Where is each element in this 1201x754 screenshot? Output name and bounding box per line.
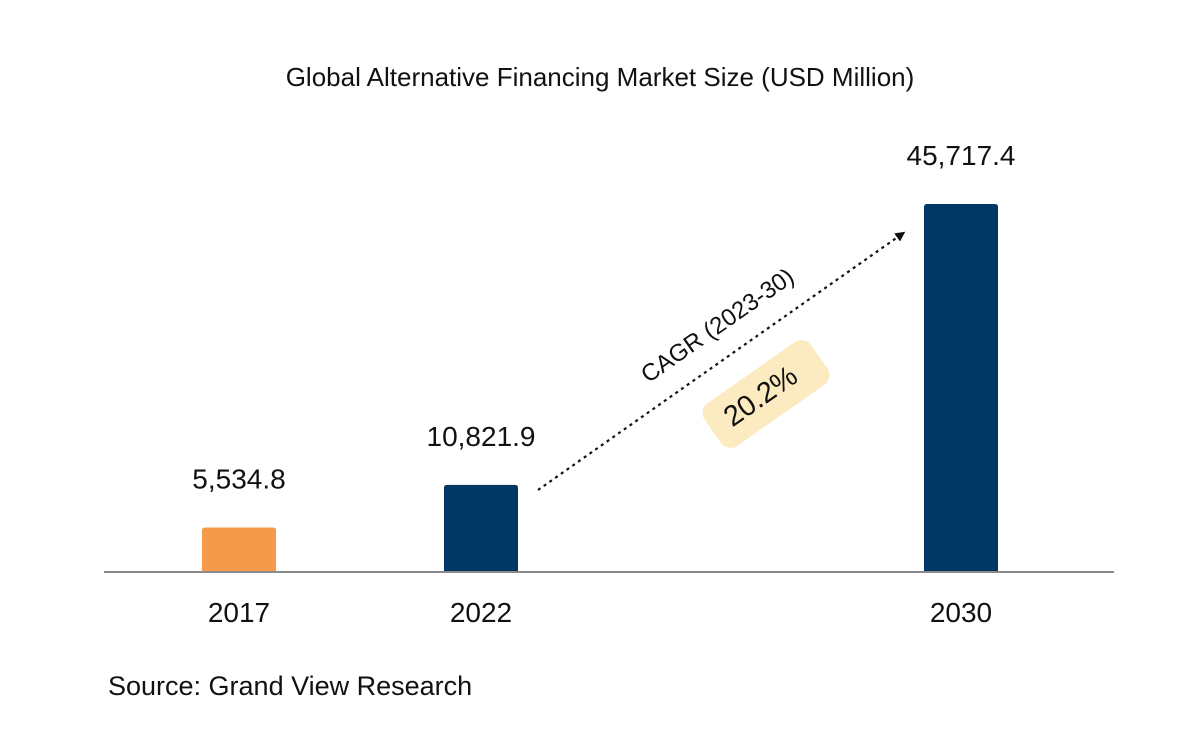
chart-title: Global Alternative Financing Market Size… xyxy=(286,62,915,92)
cagr-annotation: CAGR (2023-30) 20.2% xyxy=(537,231,906,491)
source-note: Source: Grand View Research xyxy=(108,671,472,701)
cagr-badge xyxy=(702,340,830,448)
value-label-2022: 10,821.9 xyxy=(427,421,536,452)
x-tick-label-2017: 2017 xyxy=(208,597,270,628)
x-tick-label-2022: 2022 xyxy=(450,597,512,628)
cagr-arrow xyxy=(537,231,906,491)
bar-2022 xyxy=(444,484,518,572)
bar-2030 xyxy=(924,204,998,572)
x-tick-label-2030: 2030 xyxy=(930,597,992,628)
bars-group: 5,534.8 2017 10,821.9 2022 45,717.4 2030 xyxy=(192,140,1015,628)
bar-2017 xyxy=(202,527,276,572)
value-label-2017: 5,534.8 xyxy=(192,463,285,494)
value-label-2030: 45,717.4 xyxy=(907,140,1016,171)
